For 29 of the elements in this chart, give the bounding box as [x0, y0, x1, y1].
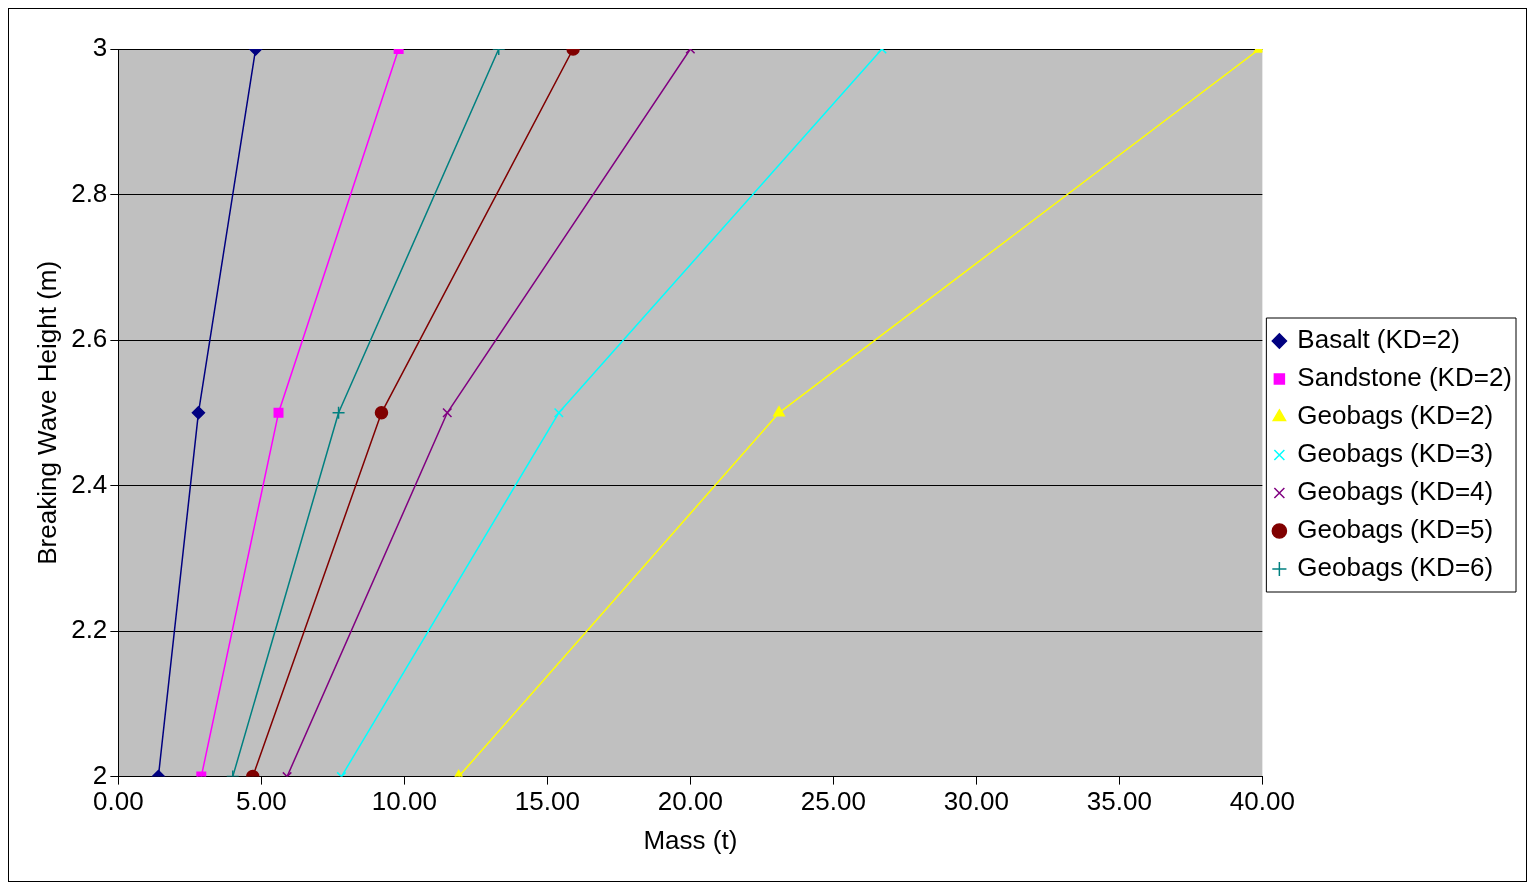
legend-label: Geobags (KD=6) [1297, 552, 1494, 583]
point [553, 407, 564, 418]
y-axis-title: Breaking Wave Height (m) [31, 260, 62, 565]
point [773, 406, 785, 417]
y-tick-label: 2.2 [71, 614, 108, 645]
x-tick-label: 40.00 [1229, 786, 1295, 817]
y-tick-label: 2.8 [71, 177, 108, 208]
x-tick-label: 5.00 [236, 786, 287, 817]
legend-label: Basalt (KD=2) [1297, 324, 1460, 355]
legend-label: Geobags (KD=3) [1297, 438, 1494, 469]
point [374, 406, 389, 420]
x-tick-label: 30.00 [943, 786, 1009, 817]
x-axis-title: Mass (t) [643, 824, 738, 855]
x-tick-label: 35.00 [1086, 786, 1152, 817]
y-tick-label: 2.6 [71, 323, 108, 354]
legend-label: Geobags (KD=2) [1297, 400, 1494, 431]
x-tick-label: 15.00 [514, 786, 580, 817]
point [331, 406, 346, 420]
x-tick-label: 10.00 [371, 786, 437, 817]
x-tick-label: 25.00 [800, 786, 866, 817]
legend-label: Geobags (KD=4) [1297, 476, 1494, 507]
y-tick-label: 2.4 [71, 468, 108, 499]
point [191, 406, 206, 420]
y-tick-label: 3 [92, 32, 108, 63]
legend-label: Geobags (KD=5) [1297, 514, 1494, 545]
point [273, 407, 284, 418]
point [442, 407, 453, 418]
legend-label: Sandstone (KD=2) [1297, 362, 1513, 393]
x-tick-label: 20.00 [657, 786, 723, 817]
